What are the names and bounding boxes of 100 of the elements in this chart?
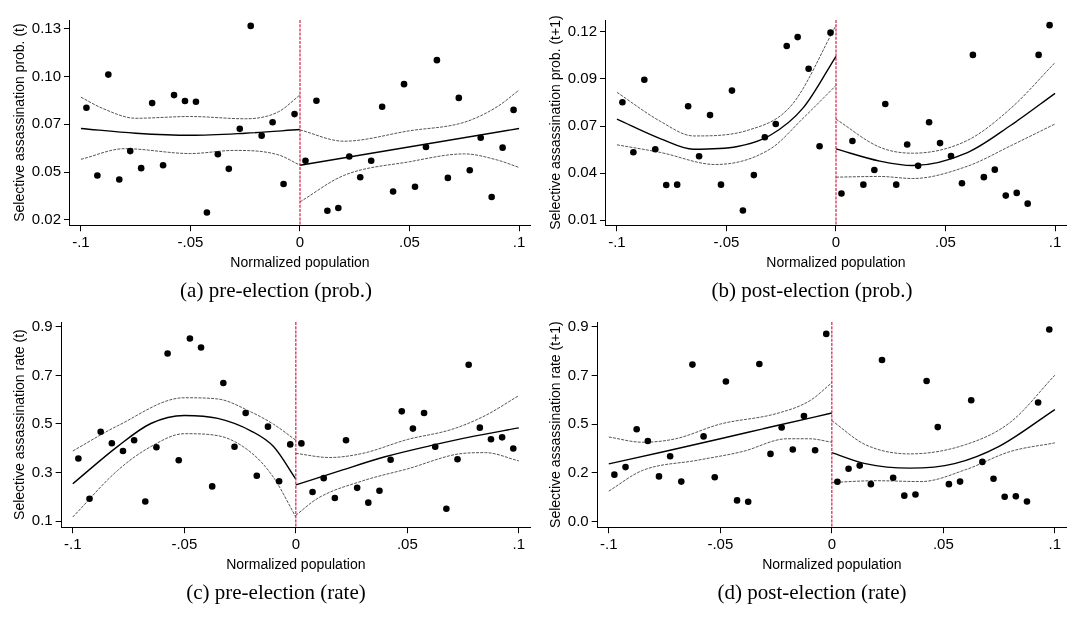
point <box>164 350 171 357</box>
point <box>275 478 283 485</box>
point <box>137 164 145 172</box>
line-series <box>831 374 1056 455</box>
y-axis-title: Selective assassination prob. (t+1) <box>547 15 564 230</box>
point <box>811 446 819 454</box>
y-tick-label: 0.09 <box>567 69 597 87</box>
point <box>923 377 930 385</box>
point <box>83 104 90 112</box>
point <box>860 181 867 188</box>
point <box>633 425 640 433</box>
point <box>509 445 517 452</box>
point <box>367 157 375 164</box>
y-tick-label: 0.5 <box>31 414 53 432</box>
point <box>739 207 747 214</box>
point <box>761 134 769 141</box>
point <box>153 444 160 451</box>
y-tick-label: 0.9 <box>567 316 589 334</box>
point <box>845 465 852 473</box>
point <box>619 98 626 106</box>
point <box>433 56 441 64</box>
point <box>901 492 908 499</box>
point <box>247 22 255 30</box>
point <box>444 174 452 182</box>
point <box>409 425 417 432</box>
point <box>827 29 834 36</box>
point <box>1034 399 1042 406</box>
point <box>510 106 517 114</box>
point <box>465 361 472 369</box>
line-series <box>72 397 297 452</box>
point <box>422 143 430 151</box>
x-tick-label: -.1 <box>72 233 90 251</box>
text: (c) pre-election (rate) <box>185 579 367 606</box>
point <box>115 176 123 183</box>
point <box>867 480 875 488</box>
point <box>1001 493 1008 501</box>
point <box>651 145 659 153</box>
point <box>838 190 845 197</box>
point <box>86 495 93 503</box>
line-series <box>295 395 520 459</box>
point <box>242 409 249 417</box>
y-tick-label: 0.02 <box>31 210 61 228</box>
x-tick-label: -.05 <box>707 535 734 553</box>
point <box>673 181 681 188</box>
point <box>655 473 663 480</box>
y-tick-label: 0.12 <box>567 22 597 40</box>
point <box>181 97 189 105</box>
point <box>420 409 428 417</box>
line-series <box>299 153 520 203</box>
x-tick-label: -.1 <box>64 535 82 553</box>
point <box>353 484 361 492</box>
x-axis-title: Normalized population <box>766 254 906 271</box>
point <box>834 478 841 486</box>
point <box>772 120 780 128</box>
point <box>980 173 988 181</box>
point <box>186 335 194 342</box>
line-series <box>72 414 297 485</box>
point <box>220 379 227 387</box>
x-tick-label: -.1 <box>608 233 626 251</box>
y-tick-label: 0.04 <box>567 163 597 181</box>
point <box>756 360 763 368</box>
point <box>700 433 707 440</box>
point <box>455 94 463 102</box>
point <box>706 111 714 119</box>
point <box>499 144 506 151</box>
point <box>889 474 897 481</box>
y-tick-label: 0.7 <box>31 365 53 383</box>
point <box>192 98 200 106</box>
x-tick-label: 0 <box>295 233 305 251</box>
y-tick-label: 0.0 <box>567 511 589 529</box>
point <box>376 487 383 495</box>
point <box>684 102 692 110</box>
point <box>454 455 461 463</box>
point <box>936 139 944 147</box>
point <box>159 161 167 169</box>
point <box>641 76 648 83</box>
y-tick-label: 0.05 <box>31 162 61 180</box>
x-axis-title: Normalized population <box>226 556 366 573</box>
point <box>264 423 272 430</box>
point <box>175 456 183 464</box>
point <box>258 132 265 139</box>
point <box>805 65 812 73</box>
point <box>789 446 797 453</box>
point <box>466 166 474 174</box>
line-series <box>616 24 837 137</box>
point <box>1046 21 1053 29</box>
point <box>750 171 758 179</box>
point <box>934 423 942 431</box>
y-tick-label: 0.07 <box>31 114 61 132</box>
line-series <box>299 89 520 142</box>
point <box>969 51 977 59</box>
point <box>141 498 149 505</box>
point <box>733 497 741 504</box>
line-series <box>80 94 301 120</box>
point <box>269 118 276 126</box>
point <box>1023 498 1031 505</box>
point <box>324 207 331 215</box>
point <box>345 153 353 160</box>
point <box>1045 326 1053 333</box>
line-series <box>608 438 833 492</box>
